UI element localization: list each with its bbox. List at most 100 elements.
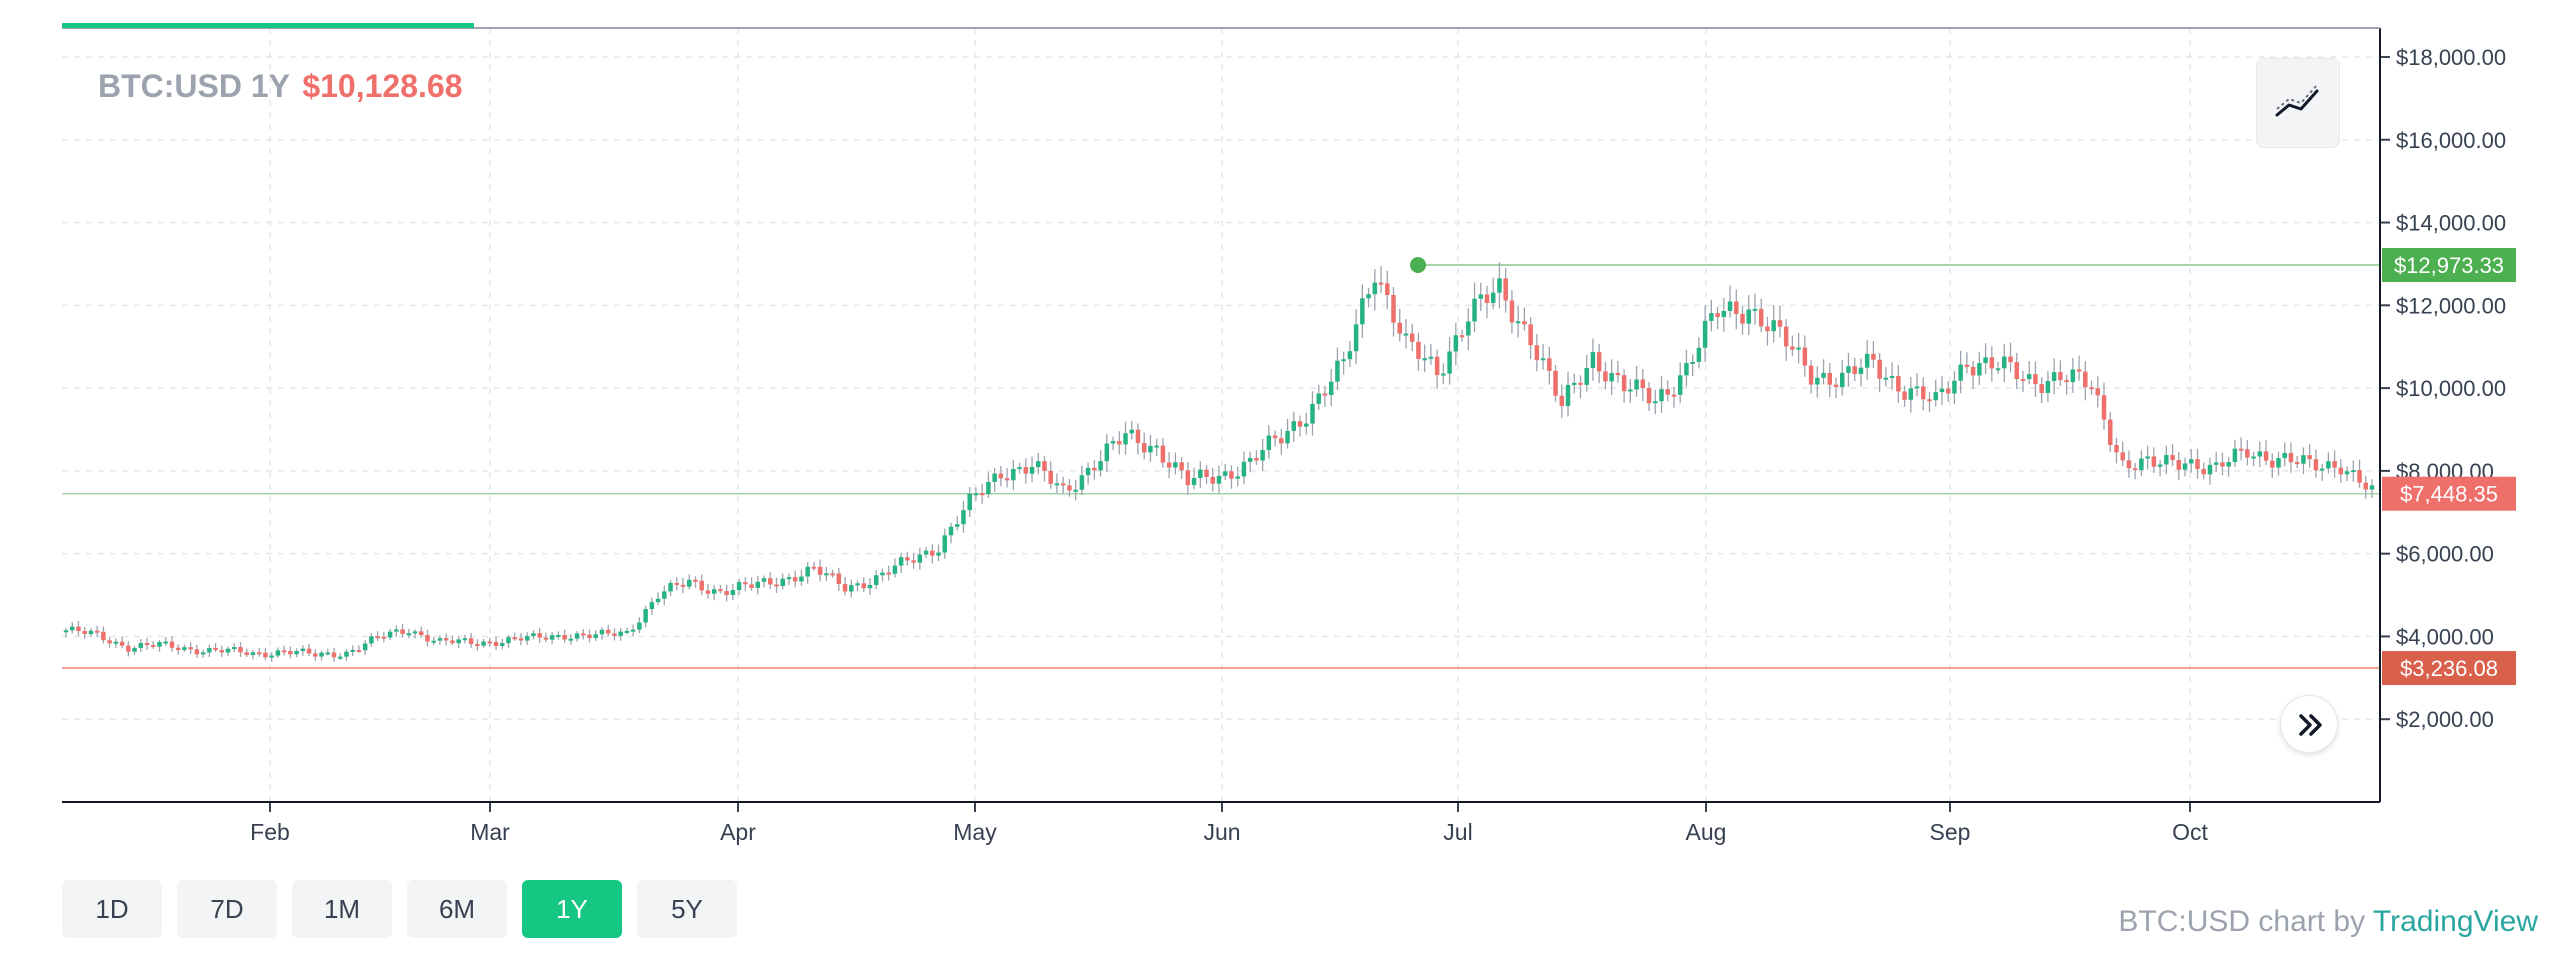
candle-body <box>1640 379 1646 389</box>
candle-body <box>2114 444 2119 453</box>
candle-body <box>1690 361 1695 364</box>
candle-body <box>811 566 817 569</box>
candle-body <box>1322 393 1328 396</box>
candle-body <box>668 582 673 592</box>
candle-body <box>1148 445 1153 453</box>
tradingview-link[interactable]: TradingView <box>2372 905 2538 938</box>
candle-body <box>412 631 418 634</box>
candle-body <box>1977 363 1982 376</box>
candle-body <box>1198 469 1203 478</box>
candle-body <box>1341 359 1346 362</box>
timeframe-6m-button[interactable]: 6M <box>407 880 507 938</box>
attribution: BTC:USD chart by TradingView <box>2118 905 2538 939</box>
chart-type-toggle-button[interactable] <box>2256 58 2340 148</box>
candle-body <box>1459 335 1465 338</box>
timeframe-7d-button[interactable]: 7D <box>177 880 277 938</box>
candle-body <box>1085 467 1091 476</box>
candle-body <box>649 602 655 610</box>
low-price-label-bg <box>2382 651 2516 686</box>
candle-body <box>375 636 380 639</box>
candle-body <box>481 641 486 646</box>
candle-body <box>1765 326 1770 332</box>
candle-body <box>792 577 798 582</box>
candle-body <box>1104 443 1110 462</box>
candle-body <box>369 636 374 644</box>
candle-body <box>618 631 623 636</box>
candle-body <box>1272 435 1278 439</box>
candle-body <box>1067 485 1072 491</box>
candle-body <box>630 629 636 632</box>
candle-body <box>2139 458 2144 471</box>
candle-body <box>1422 358 1427 361</box>
candle-body <box>531 633 536 637</box>
candle-body <box>2282 452 2287 459</box>
candle-body <box>1185 470 1191 486</box>
candle-body <box>855 583 860 586</box>
candle-body <box>1042 461 1047 471</box>
candle-body <box>493 641 499 646</box>
candle-body <box>1247 457 1253 462</box>
candle-body <box>1734 301 1739 314</box>
candle-body <box>693 579 698 582</box>
candle-body <box>1921 386 1926 400</box>
line-chart-icon <box>2275 84 2319 117</box>
candle-body <box>2201 468 2206 475</box>
candle-body <box>2195 459 2200 469</box>
candle-body <box>2045 380 2051 393</box>
candle-body <box>157 642 162 647</box>
candle-body <box>475 644 480 647</box>
candle-body <box>599 629 605 635</box>
candle-body <box>1503 278 1508 301</box>
candle-body <box>961 510 966 525</box>
timeframe-1d-button[interactable]: 1D <box>62 880 162 938</box>
scroll-to-realtime-button[interactable] <box>2280 695 2338 753</box>
candle-body <box>836 573 842 584</box>
x-tick-label: Feb <box>250 819 290 845</box>
candle-body <box>1434 356 1440 376</box>
candle-body <box>294 650 299 655</box>
candle-body <box>2132 468 2138 471</box>
candle-body <box>1696 347 1702 362</box>
candle-body <box>2213 462 2219 465</box>
candle-body <box>1011 468 1016 481</box>
candle-body <box>1590 352 1596 369</box>
candle-body <box>1646 388 1652 404</box>
candle-body <box>973 493 979 496</box>
candle-body <box>2226 462 2231 467</box>
candle-body <box>1409 333 1415 342</box>
timeframe-1y-button[interactable]: 1Y <box>522 880 622 938</box>
candle-body <box>1023 467 1029 474</box>
level-lines <box>62 257 2380 670</box>
candle-body <box>256 652 262 655</box>
candle-body <box>2245 449 2250 458</box>
candle-body <box>1528 324 1533 346</box>
candle-body <box>880 572 885 576</box>
candle-body <box>755 581 761 588</box>
candle-body <box>94 630 100 633</box>
candle-body <box>1740 313 1745 324</box>
timeframe-1m-button[interactable]: 1M <box>292 880 392 938</box>
candle-body <box>2319 468 2325 471</box>
timeframe-5y-button[interactable]: 5Y <box>637 880 737 938</box>
candle-body <box>1484 294 1490 303</box>
candle-body <box>587 634 592 639</box>
candle-body <box>1017 467 1022 470</box>
candle-body <box>1802 347 1808 366</box>
candle-body <box>2369 485 2375 490</box>
candle-body <box>456 639 461 644</box>
candle-body <box>419 631 424 636</box>
candle-body <box>1117 441 1122 445</box>
candle-body <box>1279 438 1284 444</box>
candle-body <box>861 583 866 589</box>
candle-body <box>780 578 785 587</box>
candle-body <box>1073 489 1078 492</box>
y-tick-label: $4,000.00 <box>2396 624 2494 649</box>
candle-body <box>232 647 237 650</box>
candle-body <box>1509 300 1515 323</box>
candle-body <box>2126 460 2132 469</box>
candle-body <box>194 649 200 655</box>
candle-body <box>2301 455 2306 464</box>
candle-body <box>2344 471 2350 475</box>
x-tick-label: Apr <box>720 819 756 845</box>
candle-body <box>942 535 948 553</box>
